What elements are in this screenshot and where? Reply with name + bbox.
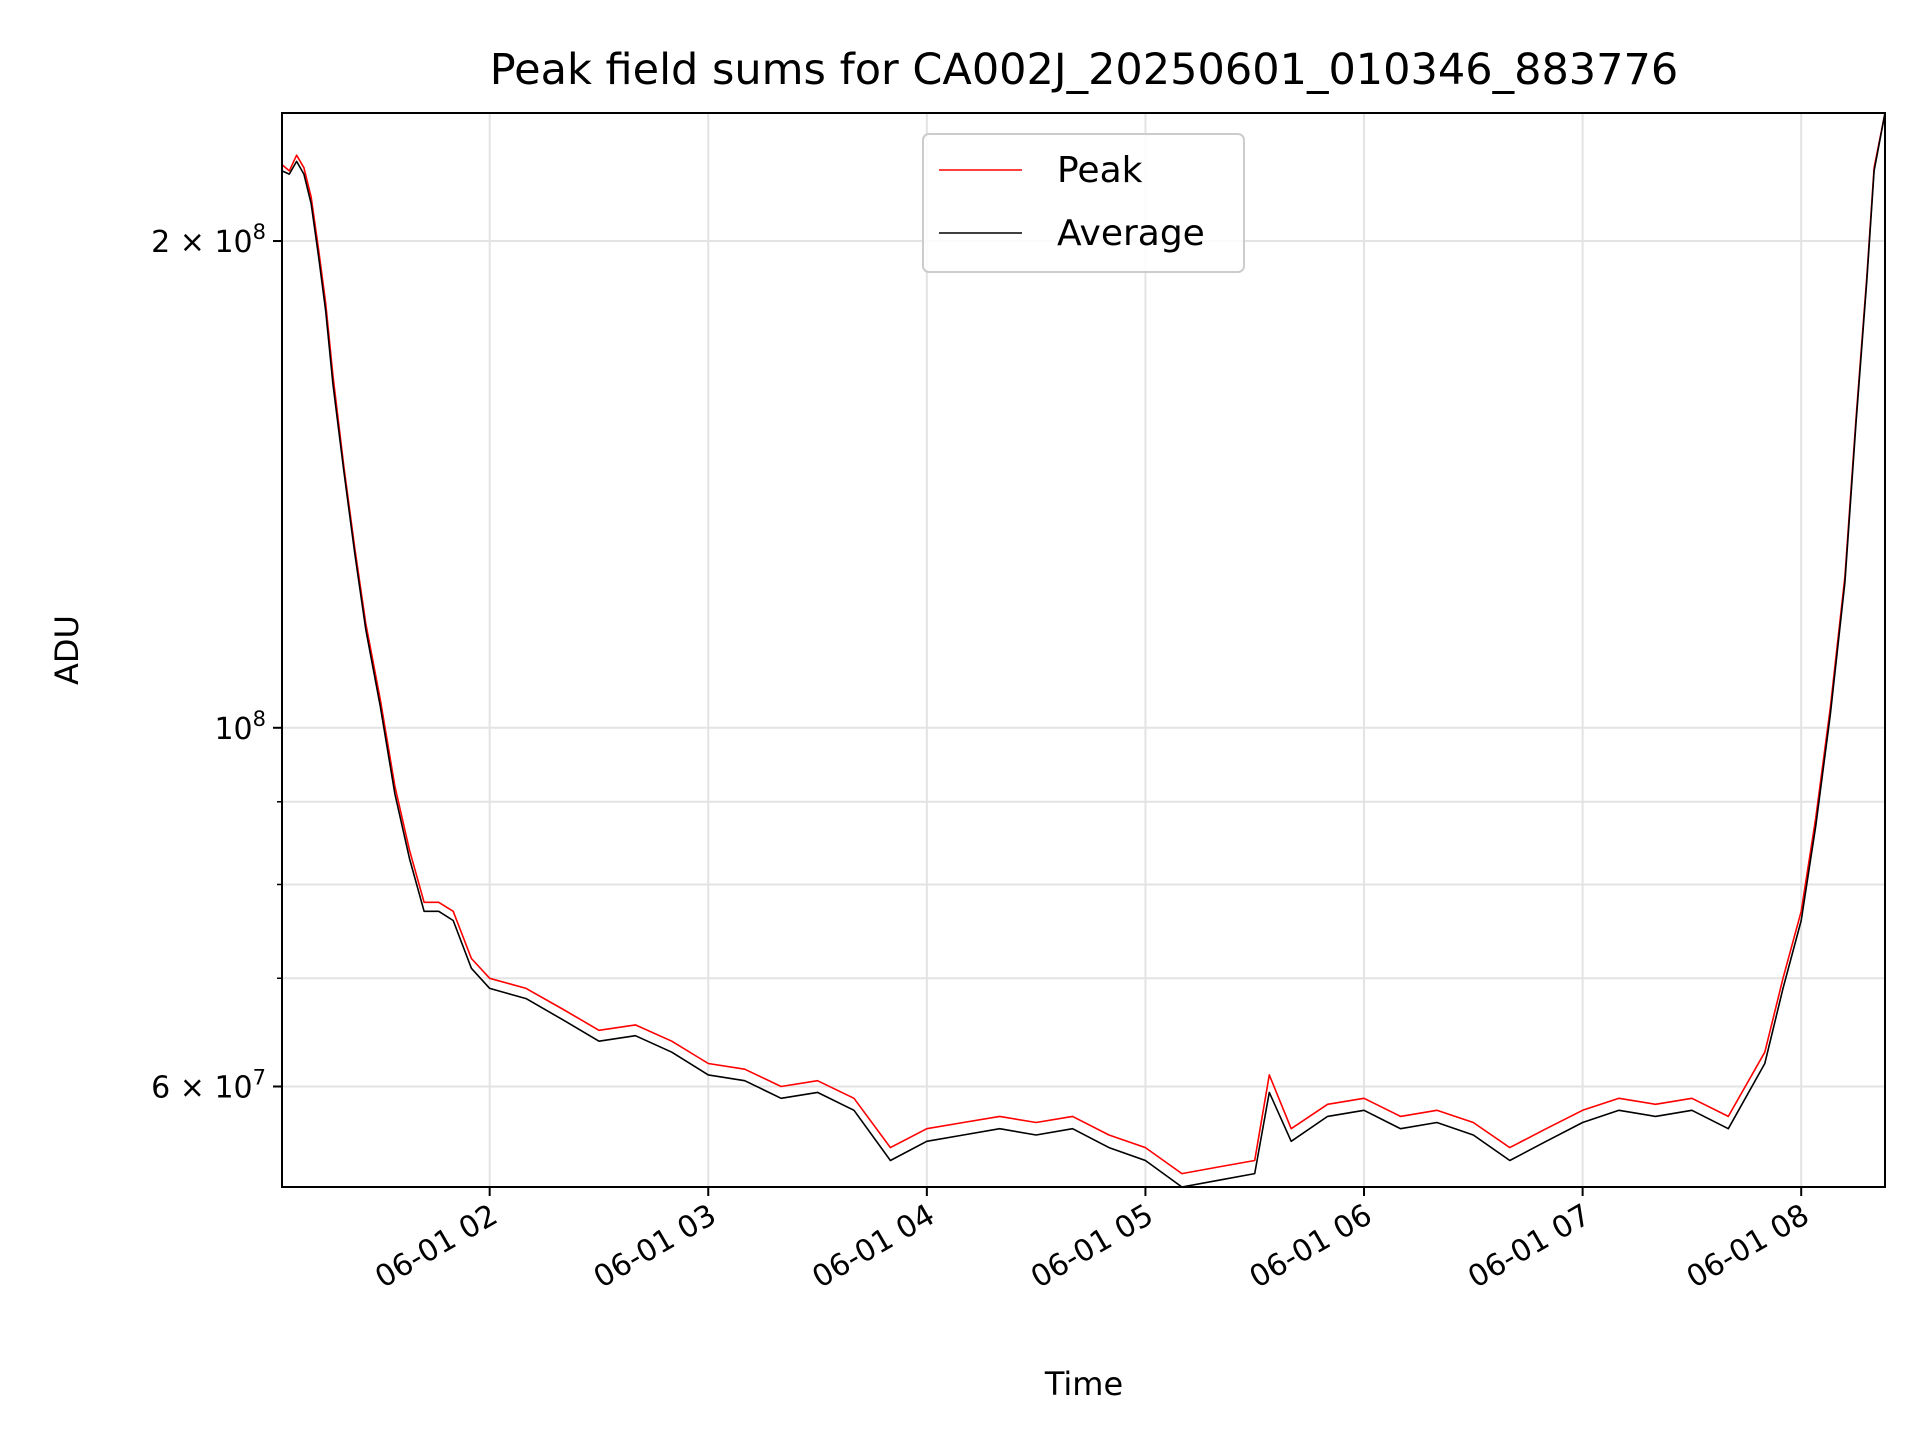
y-tick-label-exponent: 7 xyxy=(253,1066,266,1090)
y-tick-label: 2 × 108 xyxy=(151,220,266,260)
plot-frame xyxy=(281,112,1886,1188)
grid xyxy=(282,113,1885,1187)
y-tick-label: 108 xyxy=(214,707,266,747)
y-tick-label-sep: × xyxy=(170,225,214,260)
y-tick-label-exponent: 8 xyxy=(253,707,266,731)
y-tick-label-base: 6 xyxy=(151,1071,170,1106)
y-tick-label-tenpow: 10 xyxy=(214,1071,252,1106)
legend-box xyxy=(922,133,1245,273)
plot-series xyxy=(281,112,1886,1188)
y-tick-label-exponent: 8 xyxy=(253,220,266,244)
y-axis-label: ADU xyxy=(48,615,86,685)
y-tick-label-tenpow: 10 xyxy=(214,712,252,747)
legend: Peak Average xyxy=(922,133,1245,273)
legend-label-average: Average xyxy=(1057,213,1205,254)
legend-label-peak: Peak xyxy=(1057,150,1143,191)
chart-title: Peak field sums for CA002J_20250601_0103… xyxy=(490,45,1678,95)
y-tick-label-tenpow: 10 xyxy=(214,225,252,260)
y-tick-label-base: 2 xyxy=(151,225,170,260)
y-tick-label: 6 × 107 xyxy=(151,1066,266,1106)
series-line-average xyxy=(281,112,1886,1188)
x-axis-label: Time xyxy=(1044,1365,1123,1403)
series-line-peak xyxy=(281,112,1886,1175)
y-tick-label-sep: × xyxy=(170,1071,214,1106)
